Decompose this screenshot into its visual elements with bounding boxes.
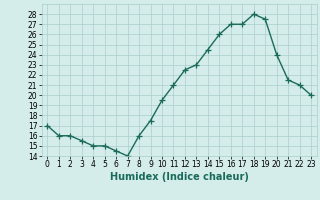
X-axis label: Humidex (Indice chaleur): Humidex (Indice chaleur): [110, 172, 249, 182]
